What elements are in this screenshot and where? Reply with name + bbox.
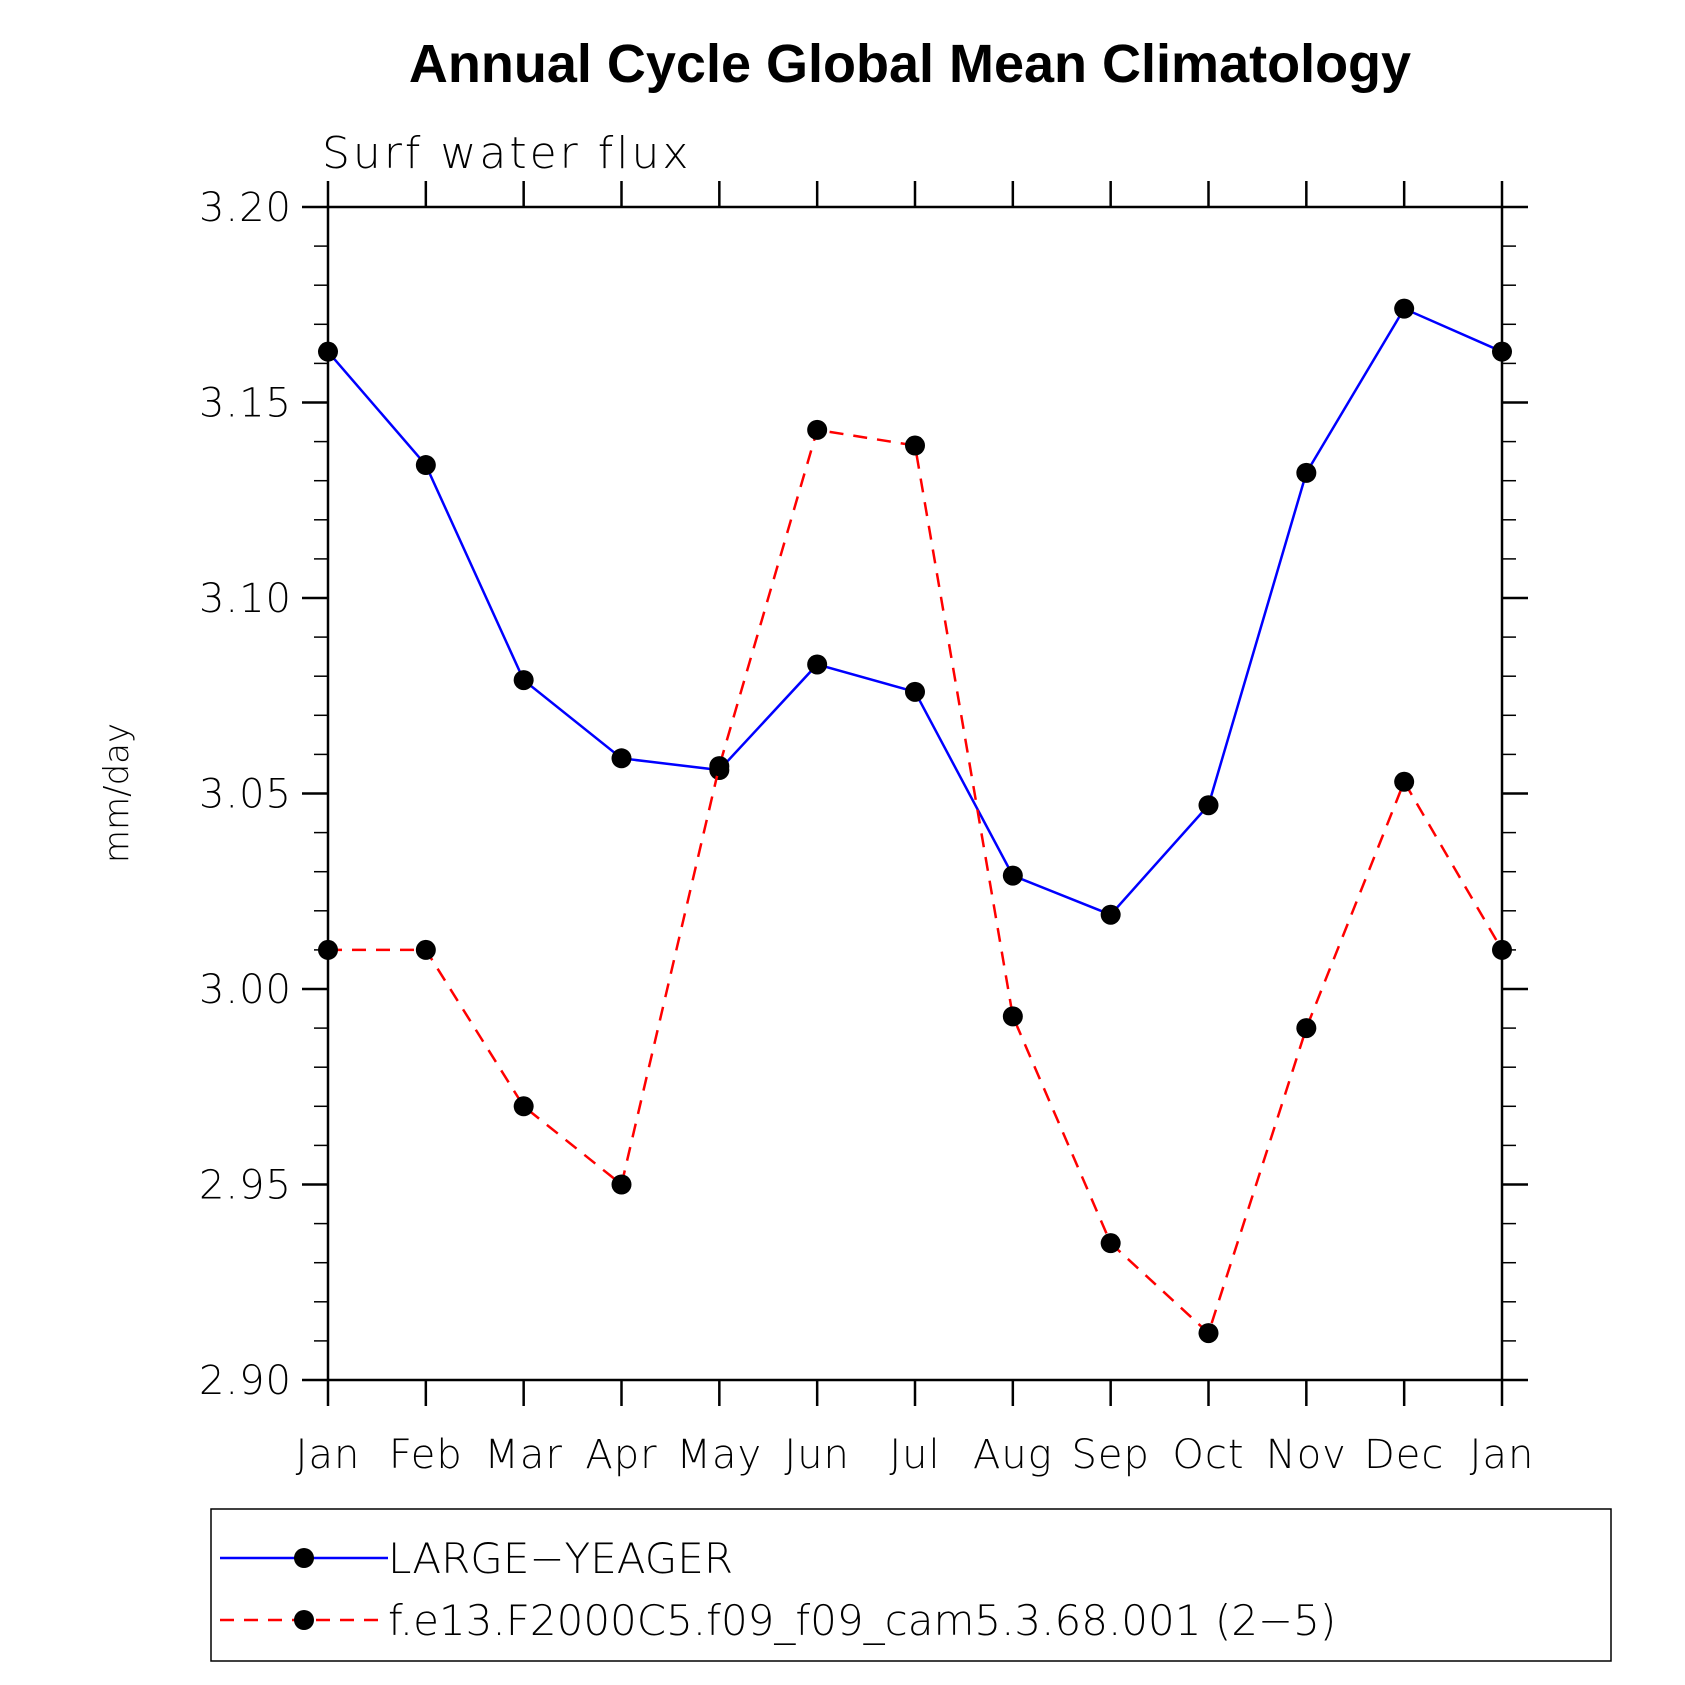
x-tick-label: Jan [296,1432,361,1478]
series-2-point [905,435,925,456]
series-2-point [318,939,338,960]
series-1-point [1296,462,1317,483]
series-1-point [807,654,828,675]
series-1-point [318,341,338,362]
legend-entry-2: f.e13.F2000C5.f09_f09_cam5.3.68.001 (2−5… [220,1596,1336,1645]
x-tick-label: Mar [484,1432,562,1478]
series-2-point [709,756,730,777]
series-line-2 [328,428,1504,1336]
series-2-point [513,1096,534,1117]
series-1-point [1492,341,1512,362]
x-tick-label: Aug [973,1432,1053,1478]
axes: 2.90 2.95 3.00 3.05 3.10 3.15 3.20 Jan Feb Mar Apr… [199,181,1535,1478]
series-1-point [513,670,534,691]
series-2-point [1198,1323,1219,1344]
chart-subtitle: Surf water flux [322,128,691,179]
y-tick-label: 3.05 [199,772,292,818]
series-1-point [611,748,632,769]
x-tick-label: Nov [1266,1432,1347,1478]
y-tick-label: 2.90 [199,1358,292,1404]
x-tick-label: Apr [585,1432,657,1478]
series-1-point [1100,904,1121,925]
x-tick-label: Jun [784,1432,850,1478]
chart-title: Annual Cycle Global Mean Climatology [409,34,1411,94]
x-tick-label: May [676,1432,762,1478]
legend-marker-series-2 [294,1610,314,1630]
legend: LARGE−YEAGER f.e13.F2000C5.f09_f09_cam5.… [210,1508,1612,1662]
legend-label-series-2: f.e13.F2000C5.f09_f09_cam5.3.68.001 (2−5… [388,1596,1336,1645]
series-2-point [415,939,436,960]
series-2-point [807,419,828,440]
x-tick-label: Feb [389,1432,463,1478]
x-tick-label: Jan [1470,1432,1535,1478]
series-2-point [611,1174,632,1195]
series-2-point [1002,1006,1023,1027]
series-1-point [415,455,436,476]
x-tick-label: Jul [889,1432,940,1478]
legend-label-series-1: LARGE−YEAGER [388,1534,733,1583]
legend-marker-series-1 [294,1548,314,1568]
series-layer [318,298,1512,1344]
series-1-point [1198,795,1219,816]
x-tick-label: Sep [1071,1432,1149,1478]
y-tick-label: 2.95 [199,1163,292,1209]
x-tick-label: Oct [1172,1432,1244,1478]
series-2-point [1296,1018,1317,1039]
plot-frame [326,205,1504,1382]
legend-box [210,1508,1612,1662]
legend-entry-1: LARGE−YEAGER [220,1534,733,1583]
y-tick-label: 3.00 [199,967,292,1013]
y-tick-label: 3.20 [199,185,292,231]
y-tick-label: 3.15 [199,381,292,427]
series-2-point [1492,939,1512,960]
series-1-point [905,681,925,702]
series-2-point [1100,1233,1121,1254]
series-1-point [1002,865,1023,886]
series-2-point [1394,771,1415,792]
y-axis-label: mm/day [97,723,137,863]
y-tick-label: 3.10 [199,576,292,622]
x-tick-label: Dec [1364,1432,1444,1478]
series-line-1 [327,307,1503,917]
series-1-point [1394,298,1415,319]
